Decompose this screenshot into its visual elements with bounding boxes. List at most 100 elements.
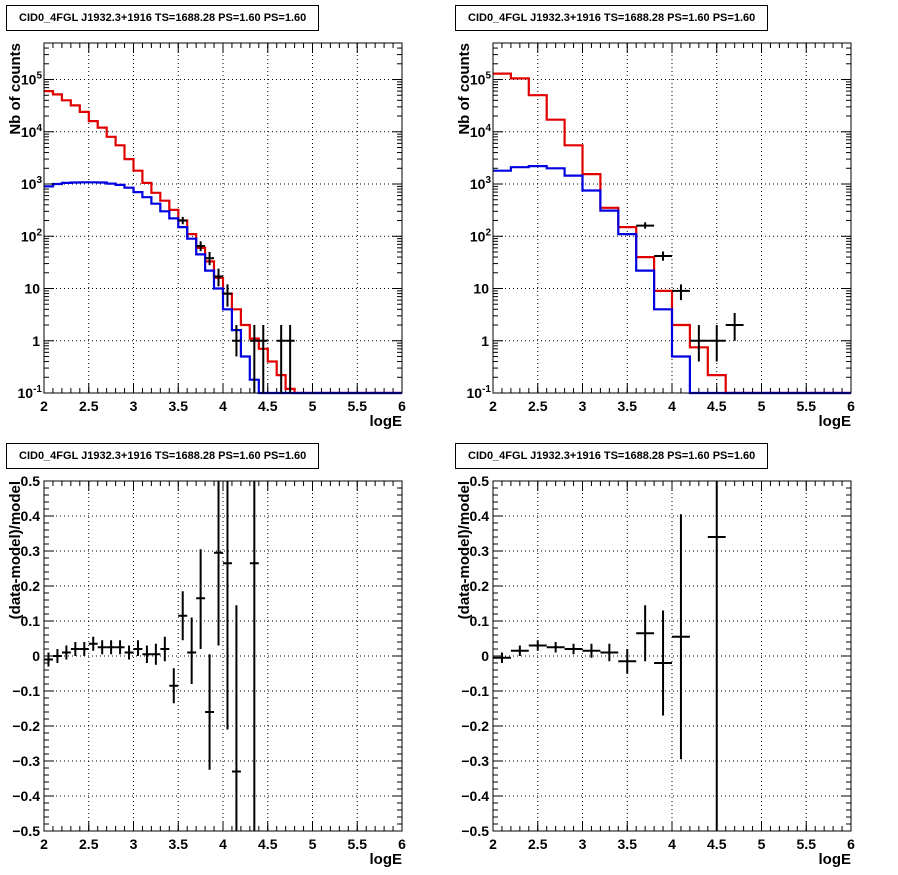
y-axis-label: (data-model)/model [456, 481, 473, 619]
y-tick-label: 1 [32, 333, 40, 349]
data-point [636, 222, 655, 229]
series-0-points [493, 481, 726, 831]
x-tick-label: 2.5 [79, 398, 99, 414]
series-1-histogram-line [44, 181, 402, 395]
data-point [169, 668, 179, 704]
x-tick-label: 2.5 [528, 398, 548, 414]
x-tick-label: 3.5 [618, 836, 638, 852]
plot-title: CID0_4FGL J1932.3+1916 TS=1688.28 PS=1.6… [455, 5, 769, 31]
x-tick-label: 2 [40, 398, 48, 414]
y-tick-label: −0.5 [12, 823, 40, 839]
y-tick-label: 0.3 [470, 543, 490, 559]
y-tick-label: 10 [24, 281, 40, 297]
x-tick-label: 2 [489, 398, 497, 414]
data-point [493, 652, 511, 663]
x-tick-label: 5 [309, 398, 317, 414]
x-tick-label: 6 [847, 398, 855, 414]
y-tick-label: −0.5 [461, 823, 489, 839]
residual-plot-left-svg: 2 2.5 3 3.5 4 4.5 5 5.5 6 −0.5 −0.4 −0.3 −0.2 −0.1 0 0.… [7, 473, 406, 868]
data-point [52, 649, 62, 663]
y-axis-label: Nb of counts [456, 43, 473, 135]
data-point [654, 610, 672, 716]
x-tick-label: 6 [398, 836, 406, 852]
y-tick-label: 10-1 [467, 384, 492, 401]
x-tick-label: 3.5 [169, 398, 189, 414]
data-point [231, 605, 241, 831]
data-point [510, 645, 529, 656]
residual-plot-right: 2 2.5 3 3.5 4 4.5 5 5.5 6 −0.5 −0.4 −0.3 −0.2 −0.1 0 0.… [449, 438, 898, 875]
x-tick-label: 5 [309, 836, 317, 852]
y-tick-label: 104 [21, 123, 43, 140]
plot-title: CID0_4FGL J1932.3+1916 TS=1688.28 PS=1.6… [455, 443, 769, 469]
x-axis-label: logE [370, 413, 403, 430]
x-minor-ticks [43, 43, 403, 393]
y-tick-label: −0.3 [12, 753, 40, 769]
data-point [672, 514, 690, 760]
data-point [196, 549, 206, 649]
x-tick-label: 6 [847, 836, 855, 852]
y-tick-label: −0.4 [461, 788, 489, 804]
x-tick-label: 4 [219, 398, 227, 414]
y-minor-ticks [493, 42, 851, 378]
data-point [689, 325, 708, 362]
x-tick-label: 3 [579, 398, 587, 414]
y-tick-label: 103 [21, 175, 43, 192]
data-point [44, 652, 53, 667]
y-tick-label: 0.1 [470, 613, 490, 629]
counts-plot-right-svg: 2 2.5 3 3.5 4 4.5 5 5.5 6 10-1 1 10 102 103 104 105 logE… [456, 42, 855, 430]
y-tick-label: 0.1 [21, 613, 41, 629]
data-point [600, 643, 619, 662]
data-point [725, 312, 744, 341]
x-tick-label: 2 [40, 836, 48, 852]
x-tick-label: 6 [398, 398, 406, 414]
y-axis-label: Nb of counts [7, 43, 24, 135]
y-tick-label: 0.4 [470, 508, 490, 524]
y-tick-label: 103 [470, 175, 492, 192]
grid [43, 43, 403, 394]
x-tick-label: 4.5 [258, 398, 278, 414]
data-point [61, 645, 71, 660]
data-point [187, 617, 197, 684]
data-point [223, 481, 232, 730]
x-tick-label: 2 [489, 836, 497, 852]
data-point [214, 268, 223, 287]
data-point [97, 640, 107, 655]
data-point [636, 605, 655, 662]
y-tick-label: 0.5 [21, 473, 41, 489]
data-point [115, 640, 125, 655]
data-point [178, 591, 188, 641]
x-tick-label: 2.5 [79, 836, 99, 852]
x-tick-label: 4.5 [707, 836, 727, 852]
data-point [133, 640, 143, 656]
x-tick-label: 4 [668, 398, 676, 414]
x-tick-label: 2.5 [528, 836, 548, 852]
y-minor-ticks [493, 480, 851, 832]
data-point [276, 325, 286, 393]
x-axis-label: logE [370, 851, 403, 868]
data-point [106, 640, 116, 655]
series-0-points [44, 481, 259, 831]
series-2-points [178, 216, 295, 393]
y-tick-label: −0.2 [12, 718, 40, 734]
y-tick-label: 104 [470, 123, 492, 140]
data-point [231, 325, 241, 357]
x-tick-label: 3 [130, 836, 138, 852]
x-tick-label: 3 [130, 398, 138, 414]
data-point [528, 640, 547, 651]
data-point [88, 636, 98, 651]
y-tick-label: −0.3 [461, 753, 489, 769]
plot-title: CID0_4FGL J1932.3+1916 TS=1688.28 PS=1.6… [6, 443, 320, 469]
counts-plot-right: 2 2.5 3 3.5 4 4.5 5 5.5 6 10-1 1 10 102 103 104 105 logE… [449, 0, 898, 437]
series-2-points [636, 222, 744, 362]
data-point [564, 643, 583, 655]
x-tick-label: 5 [758, 836, 766, 852]
data-point [249, 325, 259, 393]
data-point [214, 481, 223, 646]
data-point [70, 642, 80, 656]
data-point [178, 216, 188, 225]
data-point [160, 636, 170, 662]
data-point [205, 251, 215, 266]
y-axis-label: (data-model)/model [7, 481, 24, 619]
data-point [672, 284, 690, 301]
y-tick-label: −0.2 [461, 718, 489, 734]
